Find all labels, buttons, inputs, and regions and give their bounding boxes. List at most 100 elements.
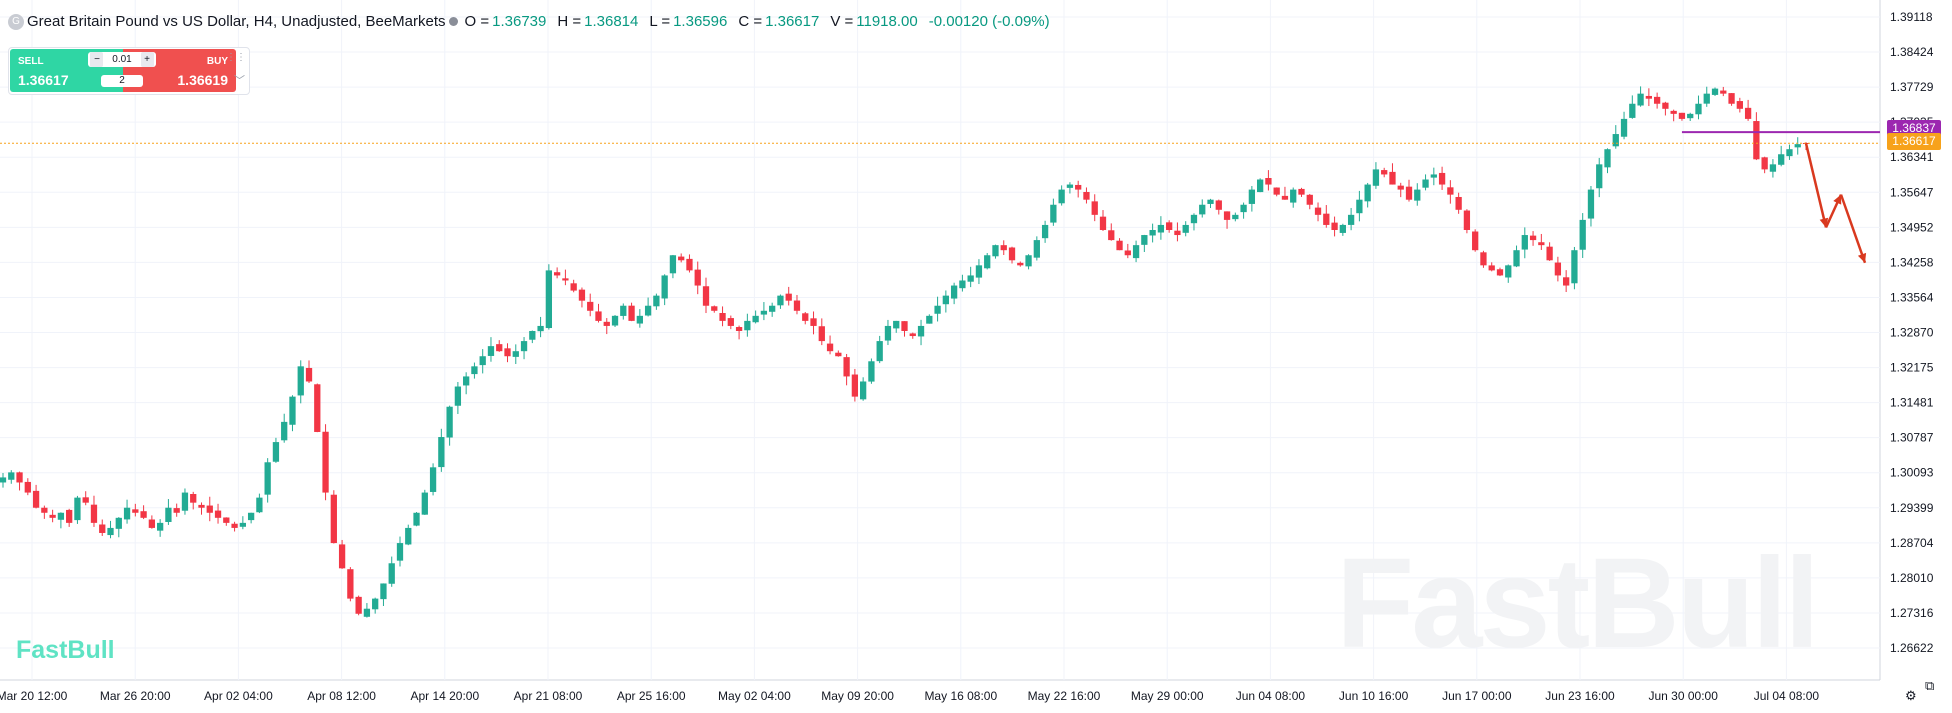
settings-icon[interactable]: ⚙ xyxy=(1905,688,1917,703)
candle-body xyxy=(959,280,966,289)
candle-body xyxy=(66,509,73,523)
layout-icon[interactable]: ⧉ xyxy=(1925,678,1935,693)
candle xyxy=(1496,267,1504,277)
candle xyxy=(223,517,230,526)
candle xyxy=(1414,183,1421,206)
candle-body xyxy=(1612,134,1619,147)
candle-body xyxy=(1116,240,1123,251)
candle xyxy=(49,509,56,523)
candle xyxy=(1695,95,1702,120)
candle-body xyxy=(1546,246,1553,261)
lot-minus-button[interactable]: − xyxy=(90,52,104,67)
candle xyxy=(1314,202,1322,222)
candle-body xyxy=(967,275,974,282)
candle-body xyxy=(835,352,842,357)
candle xyxy=(115,517,122,538)
candle-body xyxy=(1083,191,1090,200)
candle-body xyxy=(1695,103,1702,115)
candle-body xyxy=(1364,184,1371,202)
ohlc-value: 1.36814 xyxy=(584,13,639,30)
candle xyxy=(711,305,718,313)
candle xyxy=(1488,262,1495,272)
candle xyxy=(1794,137,1801,155)
candle-body xyxy=(537,325,544,332)
price-tick-label: 1.34952 xyxy=(1890,220,1934,234)
candle-body xyxy=(24,481,31,493)
candle-body xyxy=(1174,230,1181,236)
candle-body xyxy=(1505,265,1512,278)
ohlc-key: H = xyxy=(557,13,582,30)
candle xyxy=(843,353,850,386)
candle xyxy=(305,360,313,384)
candle xyxy=(1554,256,1562,282)
symbol-icon[interactable]: G xyxy=(8,13,24,30)
candle xyxy=(264,458,271,503)
candle-body xyxy=(355,596,362,614)
candle-body xyxy=(1529,235,1537,241)
candle xyxy=(1529,231,1537,246)
time-tick-label: Apr 08 12:00 xyxy=(307,689,376,703)
candle xyxy=(1248,185,1256,212)
candle xyxy=(1050,198,1057,226)
candle xyxy=(231,521,238,532)
candle xyxy=(810,311,817,335)
candle xyxy=(1720,86,1727,97)
candle-body xyxy=(1447,187,1454,195)
candle xyxy=(1306,193,1313,210)
chart-header: G Great Britain Pound vs US Dollar, H4, … xyxy=(8,13,1050,30)
candle xyxy=(479,349,486,374)
candle xyxy=(901,321,908,337)
lot-plus-button[interactable]: + xyxy=(140,52,154,67)
candle-body xyxy=(1248,189,1256,204)
candle xyxy=(1703,86,1710,107)
candle xyxy=(876,335,883,364)
candle xyxy=(1290,187,1297,208)
candle-body xyxy=(917,325,925,337)
candle-body xyxy=(115,517,122,529)
candle xyxy=(1339,223,1346,236)
candle xyxy=(909,332,916,339)
candle xyxy=(661,274,668,306)
candle-body xyxy=(1223,211,1231,220)
candle xyxy=(181,488,189,515)
candle-body xyxy=(1132,245,1140,259)
candle-body xyxy=(16,472,23,483)
candle-body xyxy=(396,543,404,561)
quantity-input[interactable]: 2 xyxy=(101,75,143,87)
trade-panel: SELL 1.36617 BUY 1.36619 − 0.01 + 2 ⋮⋮ ﹀ xyxy=(8,47,250,95)
ohlc-value: 1.36596 xyxy=(673,13,728,30)
candle-body xyxy=(1265,178,1272,185)
horizontal-line-price-tag: 1.36837 xyxy=(1887,120,1941,137)
candle xyxy=(1207,198,1214,209)
candle-body xyxy=(694,269,701,286)
chevron-down-icon[interactable]: ﹀ xyxy=(234,75,245,87)
candle-body xyxy=(1207,199,1214,204)
candle-body xyxy=(893,320,900,329)
candle-body xyxy=(256,497,263,513)
candle-body xyxy=(1463,210,1471,230)
last-price-tag: 1.36617 xyxy=(1887,133,1941,150)
candle-body xyxy=(711,306,718,311)
candle xyxy=(669,254,677,279)
candle xyxy=(297,360,304,404)
symbol-title[interactable]: Great Britain Pound vs US Dollar, H4, Un… xyxy=(27,13,446,30)
candle xyxy=(818,318,825,346)
candle xyxy=(934,296,941,322)
candle xyxy=(1397,182,1404,198)
candle-body xyxy=(826,343,834,352)
candle xyxy=(1372,162,1380,189)
candle-body xyxy=(512,351,519,357)
candle-body xyxy=(950,285,958,299)
candle xyxy=(173,503,180,517)
brand-logo[interactable]: FastBull xyxy=(16,636,115,664)
lot-size-stepper[interactable]: − 0.01 + xyxy=(88,52,156,67)
candle-body xyxy=(82,497,89,503)
drag-handle-icon[interactable]: ⋮⋮ xyxy=(226,52,246,63)
candle xyxy=(1769,159,1777,178)
candle xyxy=(1455,192,1462,214)
sell-price: 1.36617 xyxy=(18,72,69,88)
candle-body xyxy=(1513,250,1520,267)
time-tick-label: Jun 17 00:00 xyxy=(1442,689,1512,703)
time-tick-label: Jun 30 00:00 xyxy=(1648,689,1718,703)
